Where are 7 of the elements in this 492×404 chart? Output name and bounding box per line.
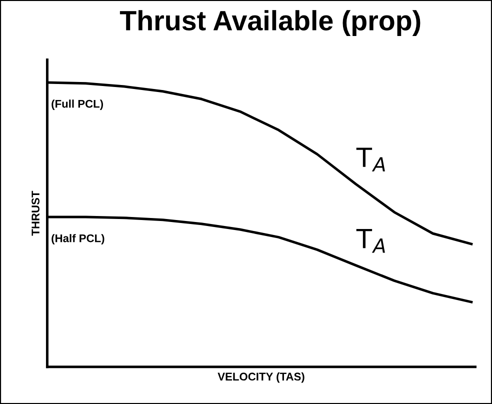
series-label: T$_{A}$ — [356, 229, 385, 253]
chart-title: Thrust Available (prop) — [120, 10, 420, 36]
series-label: T$_{A}$ — [356, 148, 385, 172]
y-axis-title: THRUST — [32, 190, 40, 236]
annotation: (Half PCL) — [52, 234, 104, 244]
x-axis-title: VELOCITY (TAS) — [218, 372, 304, 383]
annotation: (Full PCL) — [52, 100, 103, 110]
